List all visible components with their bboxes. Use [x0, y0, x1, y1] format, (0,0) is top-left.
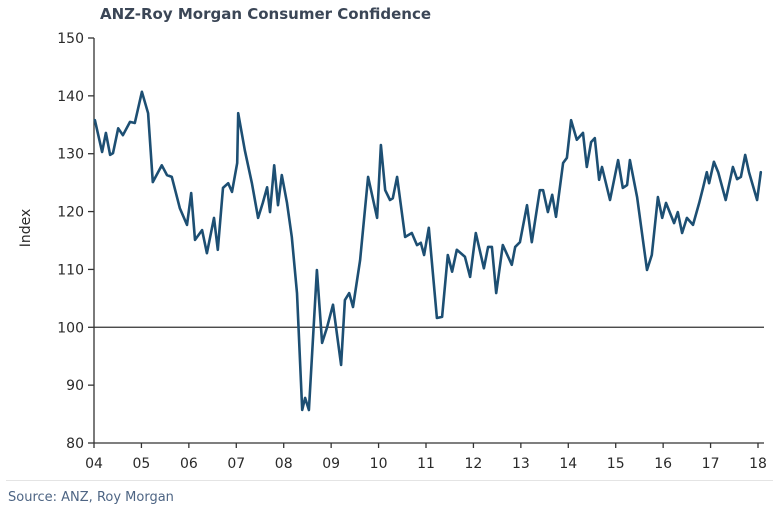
y-tick-label: 100 — [57, 320, 84, 336]
source-note: Source: ANZ, Roy Morgan — [8, 490, 174, 505]
x-tick-label: 10 — [370, 456, 388, 472]
x-tick-label: 08 — [275, 456, 293, 472]
chart-title: ANZ-Roy Morgan Consumer Confidence — [100, 5, 432, 23]
x-tick-label: 16 — [654, 456, 672, 472]
x-tick-label: 14 — [559, 456, 577, 472]
x-tick-label: 17 — [702, 456, 720, 472]
series-group — [93, 90, 763, 412]
x-tick-label: 15 — [607, 456, 625, 472]
y-axis: 80 90 100 110 120 130 140 150 — [57, 31, 95, 452]
footer-divider — [6, 480, 773, 481]
y-tick-label: 90 — [66, 378, 84, 394]
x-tick-label: 13 — [512, 456, 530, 472]
x-tick-label: 09 — [322, 456, 340, 472]
y-tick-label: 140 — [57, 89, 84, 105]
x-tick-label: 05 — [133, 456, 151, 472]
x-tick-label: 12 — [465, 456, 483, 472]
y-tick-label: 110 — [57, 262, 84, 278]
y-tick-label: 130 — [57, 147, 84, 163]
y-tick-label: 150 — [57, 31, 84, 47]
x-tick-label: 11 — [417, 456, 435, 472]
x-tick-label: 18 — [749, 456, 767, 472]
x-axis: 04 05 06 07 08 09 10 11 12 13 14 15 16 17 18 — [85, 442, 767, 472]
y-axis-title: Index — [18, 209, 34, 248]
y-tick-label: 80 — [66, 436, 84, 452]
x-tick-label: 07 — [227, 456, 245, 472]
x-tick-label: 06 — [180, 456, 198, 472]
y-tick-label: 120 — [57, 205, 84, 221]
series-line — [93, 90, 763, 412]
x-tick-label: 04 — [85, 456, 103, 472]
